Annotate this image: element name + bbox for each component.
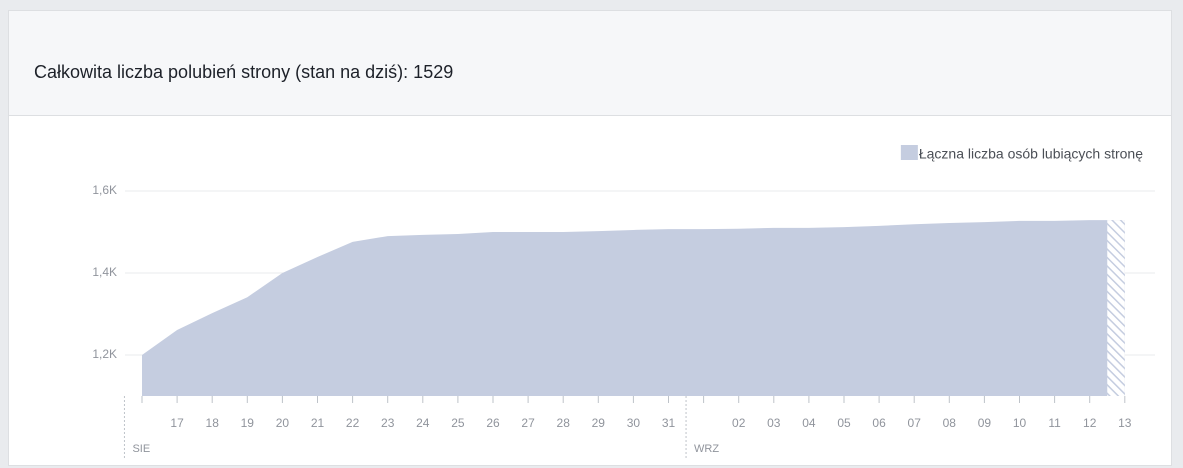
x-tick-label: 25 — [451, 416, 465, 430]
x-tick-label: 21 — [311, 416, 325, 430]
month-label: WRZ — [694, 443, 719, 455]
x-tick-label: 10 — [1013, 416, 1027, 430]
y-tick-label: 1,6K — [92, 183, 117, 197]
x-tick-label: 26 — [486, 416, 500, 430]
x-tick-label: 28 — [557, 416, 571, 430]
x-tick-label: 22 — [346, 416, 360, 430]
x-tick-label: 19 — [241, 416, 255, 430]
x-tick-label: 24 — [416, 416, 430, 430]
y-tick-label: 1,2K — [92, 347, 117, 361]
x-tick-label: 17 — [170, 416, 184, 430]
plot: 1,2K 1,4K 1,6K 17 18 19 20 21 22 23 24 25 26 27 28 29 30… — [92, 145, 1155, 458]
card-header — [9, 11, 1171, 115]
incomplete-day — [1107, 220, 1125, 396]
x-tick-label: 09 — [978, 416, 992, 430]
x-tick-label: 29 — [592, 416, 606, 430]
x-tick-label: 11 — [1048, 416, 1061, 430]
x-tick-label: 18 — [206, 416, 220, 430]
chart-title: Całkowita liczba polubień strony (stan n… — [34, 62, 453, 82]
x-tick-label: 07 — [908, 416, 922, 430]
x-tick-label: 12 — [1083, 416, 1097, 430]
x-tick-label: 23 — [381, 416, 395, 430]
x-tick-label: 04 — [802, 416, 816, 430]
x-tick-label: 06 — [872, 416, 886, 430]
x-tick-label: 02 — [732, 416, 746, 430]
x-tick-label: 20 — [276, 416, 290, 430]
x-tick-label: 03 — [767, 416, 781, 430]
legend-label: Łączna liczba osób lubiących stronę — [919, 146, 1143, 162]
legend-swatch — [900, 145, 918, 160]
x-tick-label: 08 — [943, 416, 957, 430]
x-tick-label: 05 — [837, 416, 851, 430]
y-tick-label: 1,4K — [92, 265, 117, 279]
x-tick-label: 13 — [1118, 416, 1132, 430]
area — [142, 220, 1125, 396]
x-tick-label: 30 — [627, 416, 641, 430]
month-label: SIE — [132, 443, 150, 455]
x-tick-label: 27 — [521, 416, 535, 430]
x-tick-label: 31 — [662, 416, 676, 430]
